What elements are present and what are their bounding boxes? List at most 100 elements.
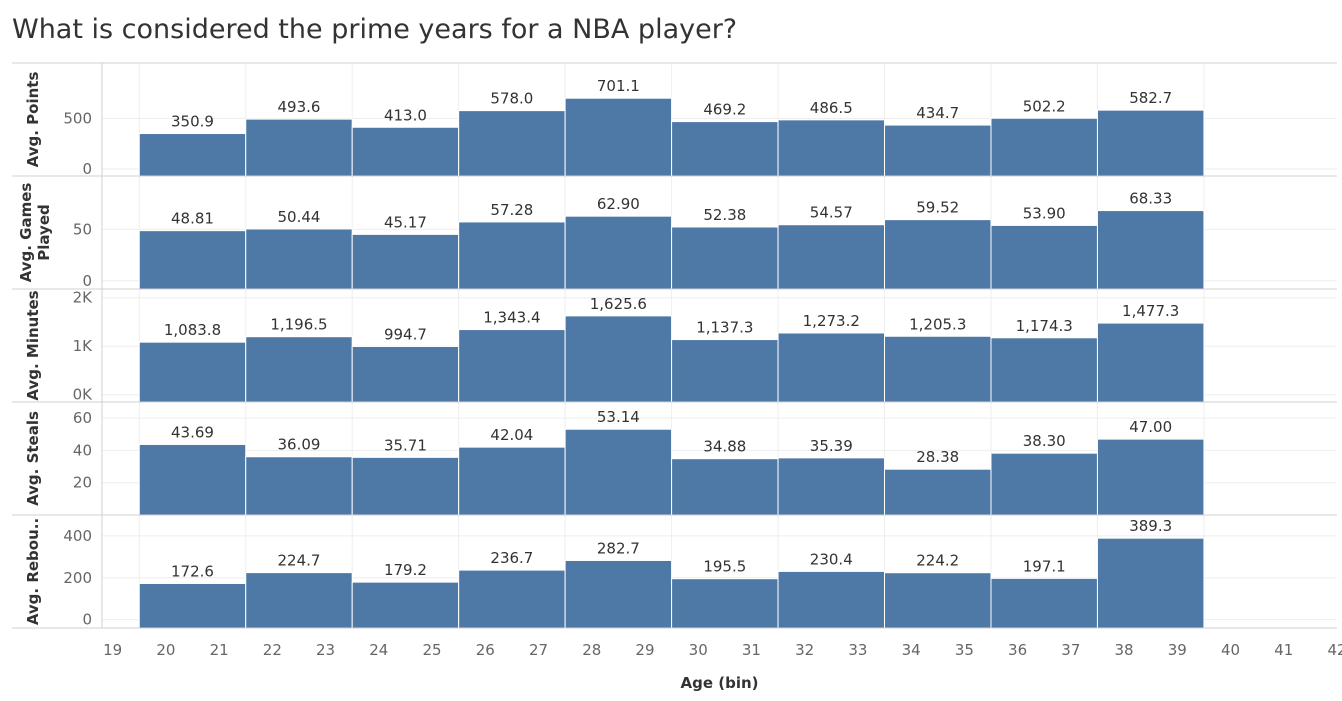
data-label: 48.81 (171, 210, 214, 228)
data-label: 34.88 (703, 438, 746, 456)
bar (138, 133, 247, 177)
y-tick-label: 50 (73, 220, 92, 238)
data-label: 59.52 (916, 199, 959, 217)
bar (1096, 210, 1205, 290)
x-tick-label: 32 (795, 641, 814, 659)
x-tick-label: 21 (210, 641, 229, 659)
bar (777, 457, 886, 516)
bar (1096, 438, 1205, 516)
x-tick-label: 29 (635, 641, 654, 659)
data-label: 350.9 (171, 113, 214, 131)
bar (777, 570, 886, 629)
data-label: 47.00 (1129, 418, 1172, 436)
data-label: 1,083.8 (164, 321, 221, 339)
data-label: 1,273.2 (803, 312, 860, 330)
y-tick-label: 2K (73, 289, 94, 307)
x-tick-label: 33 (848, 641, 867, 659)
x-tick-label: 25 (422, 641, 441, 659)
bar (671, 226, 779, 290)
data-label: 172.6 (171, 563, 214, 581)
bar (458, 329, 566, 403)
x-tick-label: 24 (369, 641, 388, 659)
bar (351, 581, 460, 629)
y-axis-title-line: Avg. Games (17, 183, 35, 283)
bar (1096, 322, 1205, 403)
bar (990, 224, 1098, 290)
y-axis-title-line: Played (35, 204, 53, 260)
x-tick-label: 28 (582, 641, 601, 659)
data-label: 578.0 (490, 90, 533, 108)
data-label: 469.2 (703, 101, 746, 119)
bar (884, 124, 992, 177)
data-label: 434.7 (916, 104, 959, 122)
data-label: 68.33 (1129, 190, 1172, 208)
data-label: 1,343.4 (483, 309, 540, 327)
data-label: 36.09 (277, 436, 320, 454)
bar (990, 452, 1098, 516)
y-axis-title: Avg. Rebou.. (24, 518, 42, 625)
data-label: 52.38 (703, 206, 746, 224)
x-tick-label: 30 (689, 641, 708, 659)
x-tick-label: 20 (156, 641, 175, 659)
x-tick-label: 19 (103, 641, 122, 659)
data-label: 197.1 (1023, 557, 1066, 575)
data-label: 1,477.3 (1122, 302, 1179, 320)
bar (777, 224, 886, 290)
bar (884, 335, 992, 403)
x-tick-label: 37 (1061, 641, 1080, 659)
y-tick-label: 40 (73, 441, 92, 459)
bar (564, 559, 673, 629)
bar (777, 119, 886, 177)
bar (138, 443, 247, 516)
x-tick-label: 31 (742, 641, 761, 659)
y-tick-label: 1K (73, 337, 94, 355)
bar (458, 446, 566, 516)
x-tick-label: 41 (1274, 641, 1293, 659)
data-label: 282.7 (597, 539, 640, 557)
bar (245, 456, 353, 516)
data-label: 54.57 (810, 204, 853, 222)
y-tick-label: 0 (82, 160, 92, 178)
x-tick-label: 34 (902, 641, 921, 659)
y-axis-title: Avg. Points (24, 72, 42, 168)
bar (138, 583, 247, 629)
bar (245, 572, 353, 629)
data-label: 1,137.3 (696, 319, 753, 337)
bar (1096, 537, 1205, 629)
bar (990, 577, 1098, 629)
data-label: 486.5 (810, 99, 853, 117)
x-tick-label: 22 (263, 641, 282, 659)
data-label: 38.30 (1023, 432, 1066, 450)
bar (458, 569, 566, 629)
bar (564, 97, 673, 177)
y-tick-label: 0K (73, 386, 94, 404)
bar (351, 345, 460, 403)
bar (990, 337, 1098, 403)
bar (245, 336, 353, 403)
bar (351, 456, 460, 516)
x-tick-label: 35 (955, 641, 974, 659)
y-tick-label: 60 (73, 409, 92, 427)
data-label: 62.90 (597, 195, 640, 213)
data-label: 35.39 (810, 437, 853, 455)
bar (884, 219, 992, 290)
x-tick-label: 23 (316, 641, 335, 659)
bar (884, 572, 992, 629)
data-label: 45.17 (384, 213, 427, 231)
data-label: 43.69 (171, 423, 214, 441)
bar (245, 118, 353, 177)
data-label: 50.44 (277, 208, 320, 226)
x-tick-label: 27 (529, 641, 548, 659)
bar (671, 121, 779, 177)
data-label: 994.7 (384, 325, 427, 343)
y-tick-label: 400 (63, 527, 92, 545)
y-tick-label: 200 (63, 569, 92, 587)
data-label: 389.3 (1129, 517, 1172, 535)
x-tick-label: 36 (1008, 641, 1027, 659)
data-label: 53.14 (597, 408, 640, 426)
data-label: 1,625.6 (590, 295, 647, 313)
data-label: 1,205.3 (909, 315, 966, 333)
bar (351, 233, 460, 290)
data-label: 502.2 (1023, 97, 1066, 115)
